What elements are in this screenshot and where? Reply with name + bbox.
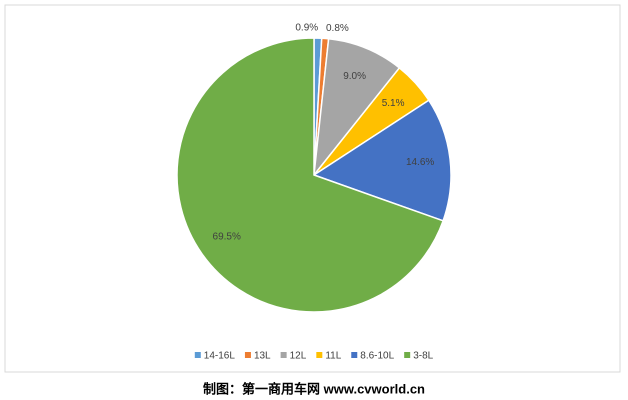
data-label: 5.1%	[382, 98, 405, 109]
source: 制图：第一商用车网 www.cvworld.cn	[203, 381, 425, 396]
data-label: 0.8%	[326, 23, 349, 34]
legend-swatch	[194, 352, 201, 358]
legend-swatch	[316, 352, 323, 358]
legend-label: 13L	[254, 351, 271, 362]
legend-label: 12L	[290, 351, 307, 362]
legend-swatch	[404, 352, 411, 358]
pie-slice	[312, 99, 452, 222]
legend-swatch	[244, 352, 251, 358]
data-label: 9.0%	[343, 71, 366, 82]
legend-swatch	[280, 352, 287, 358]
data-label: 0.9%	[295, 23, 318, 34]
data-label: 14.6%	[406, 157, 434, 168]
legend-label: 14-16L	[204, 351, 236, 362]
legend-label: 8.6-10L	[360, 351, 394, 362]
legend-swatch	[351, 352, 358, 358]
pie-slice	[176, 37, 445, 313]
data-label: 69.5%	[213, 231, 241, 242]
legend-label: 11L	[325, 351, 341, 362]
legend-label: 3-8L	[413, 351, 433, 362]
